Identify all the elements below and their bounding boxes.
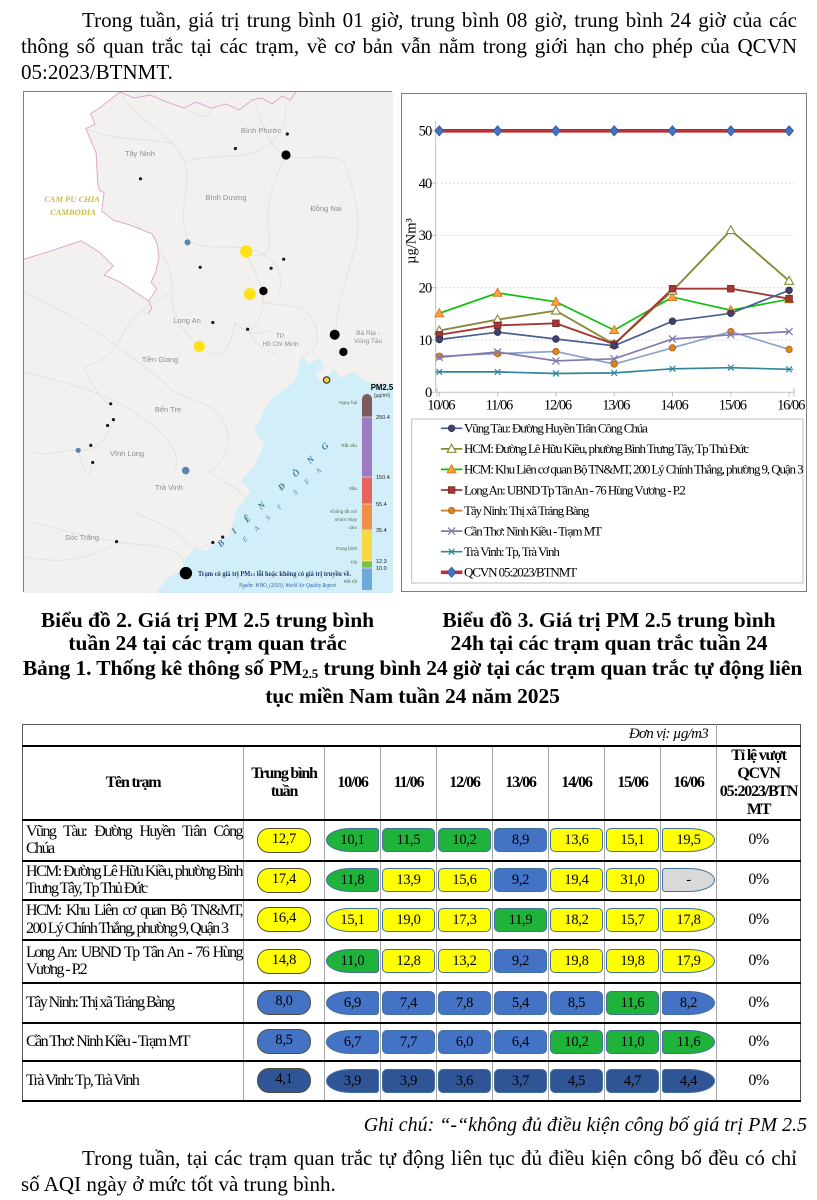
svg-text:PM2.5: PM2.5	[371, 383, 393, 392]
svg-text:40: 40	[419, 176, 432, 192]
svg-text:11/06: 11/06	[486, 398, 513, 414]
svg-text:cảm: cảm	[348, 525, 357, 530]
svg-text:150.4: 150.4	[376, 475, 390, 481]
svg-text:10.0: 10.0	[376, 566, 387, 572]
svg-text:Không tốt với: Không tốt với	[330, 509, 357, 514]
svg-text:nhóm nhạy: nhóm nhạy	[335, 517, 358, 522]
svg-text:35.4: 35.4	[376, 528, 387, 534]
svg-text:Nguy hại: Nguy hại	[339, 400, 357, 405]
svg-text:HCM: Khu Liên cơ quan Bộ TN&MT: HCM: Khu Liên cơ quan Bộ TN&MT, 200 Lý C…	[464, 462, 803, 477]
svg-text:µg/Nm³: µg/Nm³	[404, 217, 420, 263]
svg-text:14/06: 14/06	[661, 398, 689, 414]
svg-text:Bà Rịa -: Bà Rịa -	[356, 330, 379, 337]
svg-text:Xấu: Xấu	[349, 486, 358, 491]
svg-text:Rất xấu: Rất xấu	[341, 443, 357, 448]
svg-text:20: 20	[419, 281, 432, 297]
svg-text:Long An: Long An	[173, 316, 201, 325]
svg-text:Rất tốt: Rất tốt	[344, 579, 358, 584]
svg-text:10/06: 10/06	[427, 398, 455, 414]
svg-text:55.4: 55.4	[376, 502, 387, 508]
svg-text:Long An: UBND Tp Tân An - 76 H: Long An: UBND Tp Tân An - 76 Hùng Vương …	[464, 482, 685, 497]
svg-text:Trà Vinh: Trà Vinh	[155, 483, 183, 492]
svg-text:Vĩnh Long: Vĩnh Long	[110, 449, 144, 458]
svg-text:13/06: 13/06	[602, 398, 630, 414]
svg-text:CAMBODIA: CAMBODIA	[50, 207, 96, 217]
svg-text:250.4: 250.4	[376, 415, 390, 421]
svg-text:Trà Vinh: Tp, Trà Vinh: Trà Vinh: Tp, Trà Vinh	[464, 544, 560, 559]
svg-text:Đồng Nai: Đồng Nai	[310, 204, 342, 213]
svg-text:Trạm có giá trị PM2.5 lỗi hoặc: Trạm có giá trị PM2.5 lỗi hoặc không có …	[198, 569, 351, 578]
svg-text:HCM: Đường Lê Hữu Kiều, phường: HCM: Đường Lê Hữu Kiều, phường Bình Trưn…	[464, 441, 749, 456]
svg-text:30: 30	[419, 228, 432, 244]
svg-text:Sóc Trăng: Sóc Trăng	[65, 533, 99, 542]
svg-text:Tiền Giang: Tiền Giang	[142, 355, 178, 364]
svg-text:QCVN 05:2023/BTNMT: QCVN 05:2023/BTNMT	[464, 565, 577, 580]
svg-text:Hồ Chí Minh: Hồ Chí Minh	[262, 339, 299, 348]
svg-text:16/06: 16/06	[777, 398, 805, 414]
svg-text:Tây Ninh: Thị xã Trảng Bàng: Tây Ninh: Thị xã Trảng Bàng	[464, 503, 590, 518]
svg-text:15/06: 15/06	[719, 398, 747, 414]
svg-text:TP.: TP.	[276, 333, 285, 340]
svg-text:Vũng Tàu: Vũng Tàu	[354, 338, 382, 345]
svg-text:Bến Tre: Bến Tre	[155, 405, 181, 414]
svg-text:12/06: 12/06	[544, 398, 572, 414]
svg-text:Bình Dương: Bình Dương	[205, 193, 246, 202]
svg-text:CAM PU CHIA: CAM PU CHIA	[44, 194, 100, 204]
svg-text:Trung bình: Trung bình	[335, 546, 357, 551]
svg-text:Vũng Tàu: Đường Huyền Trân Côn: Vũng Tàu: Đường Huyền Trân Công Chúa	[464, 421, 648, 436]
svg-text:12.3: 12.3	[376, 559, 387, 565]
svg-text:Nguồn: WHO, (2020), World Air: Nguồn: WHO, (2020), World Air Quality Re…	[238, 582, 336, 589]
svg-text:0: 0	[425, 385, 432, 401]
svg-text:(µg/m³): (µg/m³)	[374, 393, 391, 399]
svg-text:Tốt: Tốt	[350, 560, 357, 565]
svg-text:Bình Phước: Bình Phước	[241, 126, 282, 135]
svg-text:50: 50	[419, 124, 432, 140]
svg-text:Tây Ninh: Tây Ninh	[125, 149, 155, 158]
svg-text:Cần Thơ: Ninh Kiều - Trạm MT: Cần Thơ: Ninh Kiều - Trạm MT	[464, 523, 602, 538]
svg-text:10: 10	[419, 333, 432, 349]
